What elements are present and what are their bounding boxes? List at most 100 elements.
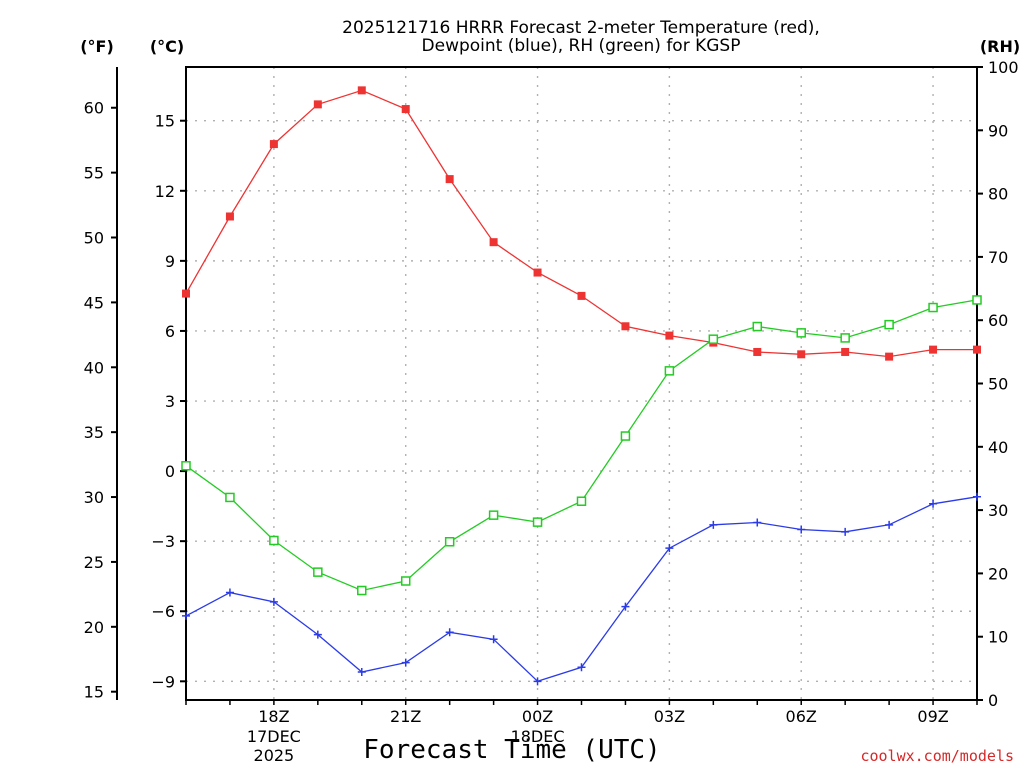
x-tick-label: 21Z	[390, 707, 421, 726]
data-point	[400, 576, 411, 586]
x-tick-label: 03Z	[654, 707, 685, 726]
data-point	[445, 175, 454, 184]
fahrenheit-tick-label: 50	[84, 229, 104, 248]
rh-tick-label: 30	[988, 501, 1008, 520]
data-point	[840, 333, 850, 343]
gridlines	[186, 67, 977, 700]
celsius-axis-label: (°C)	[150, 37, 184, 56]
data-point	[225, 492, 235, 503]
data-point	[269, 535, 279, 546]
series-2-meter-temperature	[182, 86, 981, 361]
rh-tick-label: 70	[988, 248, 1008, 267]
rh-tick-label: 90	[988, 121, 1008, 140]
data-point	[665, 331, 674, 340]
data-point	[621, 602, 630, 611]
x-tick-label: 09Z	[917, 707, 948, 726]
data-point	[225, 212, 234, 221]
data-point	[973, 345, 981, 354]
celsius-tick-label: −9	[151, 672, 175, 691]
fahrenheit-tick-label: 40	[84, 358, 104, 377]
chart-title: 2025121716 HRRR Forecast 2-meter Tempera…	[342, 18, 820, 56]
data-point	[577, 291, 586, 300]
data-point	[489, 238, 498, 247]
fahrenheit-tick-label: 55	[84, 164, 104, 183]
series-line	[185, 496, 978, 683]
fahrenheit-tick-label: 35	[84, 423, 104, 442]
x-tick-label: 06Z	[786, 707, 817, 726]
fahrenheit-tick-label: 30	[84, 488, 104, 507]
data-point	[313, 630, 322, 639]
fahrenheit-axis-label: (°F)	[80, 37, 114, 56]
data-point	[445, 628, 454, 637]
celsius-tick-label: −3	[151, 532, 175, 551]
rh-tick-label: 80	[988, 185, 1008, 204]
celsius-tick-label: 15	[155, 112, 175, 131]
fahrenheit-tick-label: 25	[84, 553, 104, 572]
celsius-tick-label: 3	[165, 392, 175, 411]
data-point	[401, 105, 410, 114]
data-point	[313, 567, 323, 577]
data-point	[796, 328, 806, 338]
data-point	[269, 597, 278, 606]
data-point	[885, 352, 894, 361]
fahrenheit-tick-label: 60	[84, 99, 104, 118]
rh-tick-label: 40	[988, 438, 1008, 457]
data-point	[225, 588, 234, 597]
data-point	[841, 347, 850, 356]
data-point	[181, 461, 191, 471]
series-line	[185, 299, 978, 592]
rh-tick-label: 60	[988, 311, 1008, 330]
data-point	[885, 520, 894, 529]
data-point	[621, 322, 630, 331]
rh-tick-label: 20	[988, 564, 1008, 583]
data-point	[752, 321, 763, 332]
series-line	[185, 89, 977, 358]
axes	[111, 66, 983, 705]
x-tick-sublabel: 2025	[254, 746, 295, 765]
data-point	[444, 537, 455, 547]
x-tick-sublabel: 18DEC	[511, 727, 565, 746]
data-point	[973, 492, 981, 501]
fahrenheit-tick-label: 20	[84, 618, 104, 637]
x-tick-label: 18Z	[258, 707, 289, 726]
rh-axis-label: (RH)	[980, 37, 1020, 56]
celsius-tick-label: 9	[165, 252, 175, 271]
data-point	[533, 268, 542, 277]
celsius-tick-label: −6	[151, 602, 175, 621]
tick-labels: 15202530354045505560−9−6−303691215010203…	[84, 58, 1019, 765]
credit-text: coolwx.com/models	[860, 747, 1014, 765]
series-rh	[181, 295, 982, 596]
fahrenheit-tick-label: 15	[84, 683, 104, 702]
plot-frame	[185, 66, 978, 701]
data-point	[576, 496, 587, 506]
rh-tick-label: 0	[988, 691, 998, 710]
data-point	[313, 100, 322, 109]
chart-title-line: 2025121716 HRRR Forecast 2-meter Tempera…	[342, 18, 820, 38]
chart-title-line: Dewpoint (blue), RH (green) for KGSP	[422, 36, 741, 56]
data-point	[929, 499, 938, 508]
fahrenheit-tick-label: 45	[84, 293, 104, 312]
data-point	[182, 611, 190, 620]
data-point	[269, 140, 278, 149]
celsius-tick-label: 12	[155, 182, 175, 201]
series-dewpoint	[182, 492, 981, 686]
data-point	[401, 658, 410, 667]
rh-tick-label: 50	[988, 375, 1008, 394]
celsius-tick-label: 6	[165, 322, 175, 341]
data-point	[357, 585, 367, 596]
data-point	[533, 677, 542, 686]
x-tick-sublabel: 17DEC	[247, 727, 301, 746]
x-tick-label: 00Z	[522, 707, 553, 726]
x-axis-title: Forecast Time (UTC)	[363, 735, 660, 765]
data-point	[797, 350, 806, 359]
data-point	[488, 510, 499, 520]
data-point	[929, 345, 938, 354]
data-point	[753, 518, 762, 527]
data-point	[665, 544, 674, 553]
data-point	[797, 525, 806, 534]
data-point	[841, 527, 850, 536]
rh-tick-label: 10	[988, 628, 1008, 647]
data-point	[620, 431, 631, 441]
data-point	[753, 347, 762, 356]
